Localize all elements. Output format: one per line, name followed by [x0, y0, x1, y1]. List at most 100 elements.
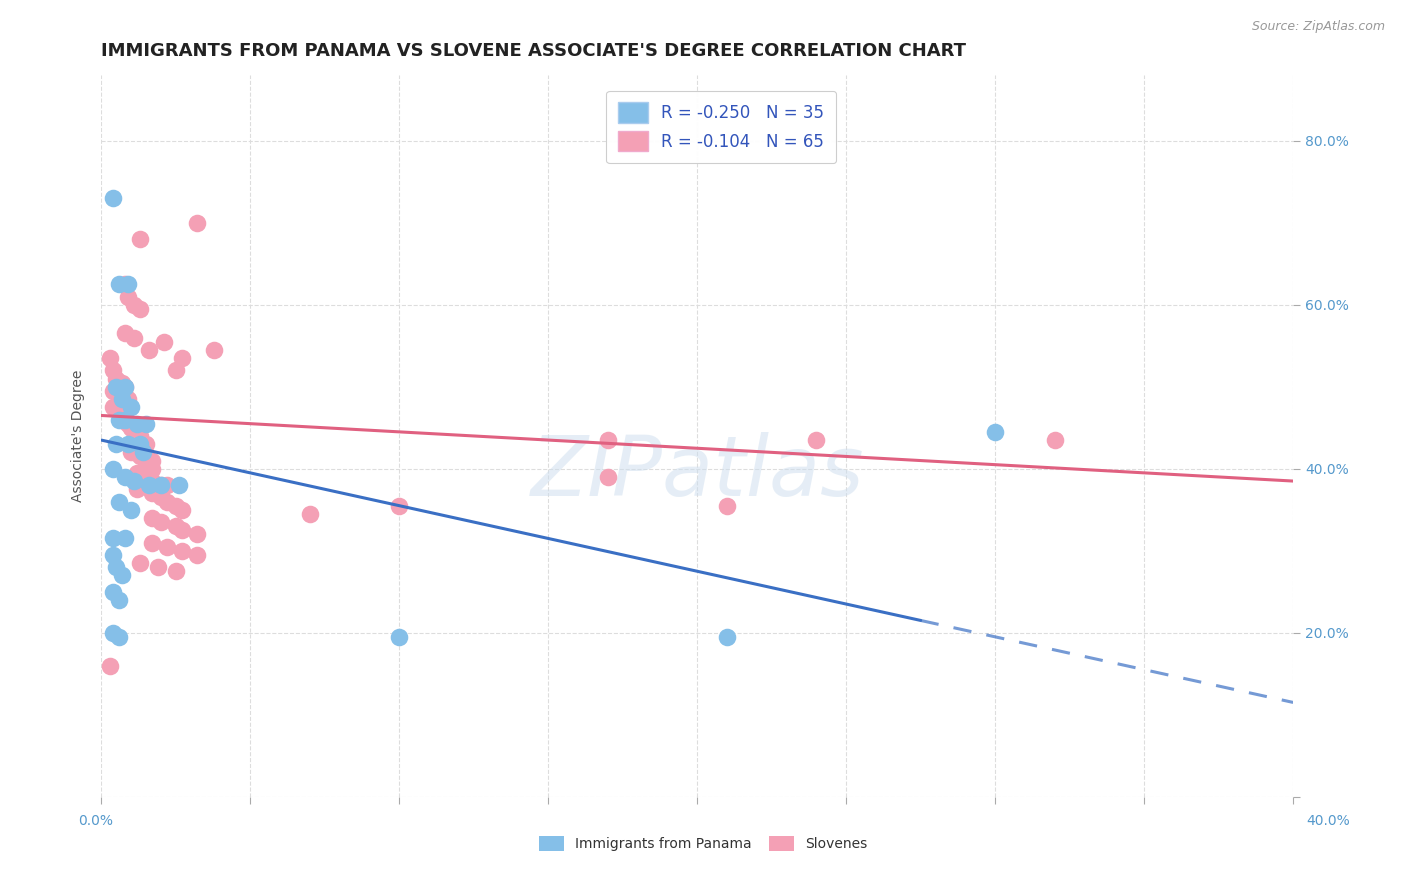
Point — [125, 482, 148, 496]
Point — [129, 301, 152, 316]
Point — [101, 191, 124, 205]
Point — [111, 568, 134, 582]
Point — [114, 532, 136, 546]
Point — [101, 462, 124, 476]
Point — [114, 470, 136, 484]
Point — [111, 412, 134, 426]
Point — [165, 564, 187, 578]
Point — [596, 433, 619, 447]
Point — [186, 527, 208, 541]
Point — [141, 535, 163, 549]
Point — [108, 412, 131, 426]
Point — [120, 401, 142, 415]
Point — [101, 625, 124, 640]
Point — [117, 437, 139, 451]
Text: Source: ZipAtlas.com: Source: ZipAtlas.com — [1251, 20, 1385, 33]
Point — [170, 543, 193, 558]
Point — [120, 421, 142, 435]
Point — [298, 507, 321, 521]
Point — [165, 499, 187, 513]
Point — [170, 502, 193, 516]
Text: IMMIGRANTS FROM PANAMA VS SLOVENE ASSOCIATE'S DEGREE CORRELATION CHART: IMMIGRANTS FROM PANAMA VS SLOVENE ASSOCI… — [101, 42, 966, 60]
Point — [146, 560, 169, 574]
Point — [108, 630, 131, 644]
Point — [141, 486, 163, 500]
Point — [170, 523, 193, 537]
Point — [165, 363, 187, 377]
Point — [138, 343, 160, 357]
Point — [388, 499, 411, 513]
Point — [114, 277, 136, 292]
Point — [165, 519, 187, 533]
Point — [101, 401, 124, 415]
Point — [141, 462, 163, 476]
Point — [186, 216, 208, 230]
Point — [105, 560, 128, 574]
Point — [125, 417, 148, 431]
Point — [129, 450, 152, 464]
Point — [596, 470, 619, 484]
Point — [149, 491, 172, 505]
Point — [117, 417, 139, 431]
Point — [141, 453, 163, 467]
Point — [138, 478, 160, 492]
Point — [105, 371, 128, 385]
Point — [129, 437, 152, 451]
Legend: R = -0.250   N = 35, R = -0.104   N = 65: R = -0.250 N = 35, R = -0.104 N = 65 — [606, 91, 835, 163]
Point — [108, 494, 131, 508]
Text: ZIPatlas: ZIPatlas — [530, 432, 865, 513]
Point — [141, 474, 163, 488]
Point — [156, 478, 179, 492]
Point — [111, 376, 134, 390]
Point — [125, 466, 148, 480]
Point — [120, 502, 142, 516]
Point — [135, 453, 157, 467]
Point — [135, 437, 157, 451]
Point — [114, 380, 136, 394]
Point — [149, 515, 172, 529]
Point — [101, 384, 124, 398]
Y-axis label: Associate's Degree: Associate's Degree — [72, 370, 86, 502]
Point — [108, 388, 131, 402]
Legend: Immigrants from Panama, Slovenes: Immigrants from Panama, Slovenes — [533, 830, 873, 856]
Point — [129, 556, 152, 570]
Point — [129, 437, 152, 451]
Point — [1043, 433, 1066, 447]
Point — [111, 392, 134, 406]
Point — [156, 494, 179, 508]
Point — [101, 548, 124, 562]
Point — [122, 330, 145, 344]
Point — [156, 540, 179, 554]
Point — [122, 298, 145, 312]
Text: 0.0%: 0.0% — [79, 814, 112, 828]
Point — [108, 277, 131, 292]
Point — [129, 429, 152, 443]
Point — [170, 351, 193, 365]
Point — [167, 478, 190, 492]
Point — [120, 445, 142, 459]
Point — [186, 548, 208, 562]
Point — [98, 658, 121, 673]
Point — [117, 277, 139, 292]
Point — [111, 404, 134, 418]
Point — [114, 326, 136, 341]
Point — [105, 380, 128, 394]
Point — [806, 433, 828, 447]
Point — [117, 392, 139, 406]
Point — [149, 478, 172, 492]
Point — [101, 532, 124, 546]
Text: 40.0%: 40.0% — [1306, 814, 1351, 828]
Point — [122, 474, 145, 488]
Point — [101, 584, 124, 599]
Point — [135, 470, 157, 484]
Point — [117, 289, 139, 303]
Point — [152, 334, 174, 349]
Point — [716, 630, 738, 644]
Point — [149, 478, 172, 492]
Point — [108, 593, 131, 607]
Point — [105, 437, 128, 451]
Point — [135, 417, 157, 431]
Point — [114, 380, 136, 394]
Point — [101, 363, 124, 377]
Point — [132, 445, 155, 459]
